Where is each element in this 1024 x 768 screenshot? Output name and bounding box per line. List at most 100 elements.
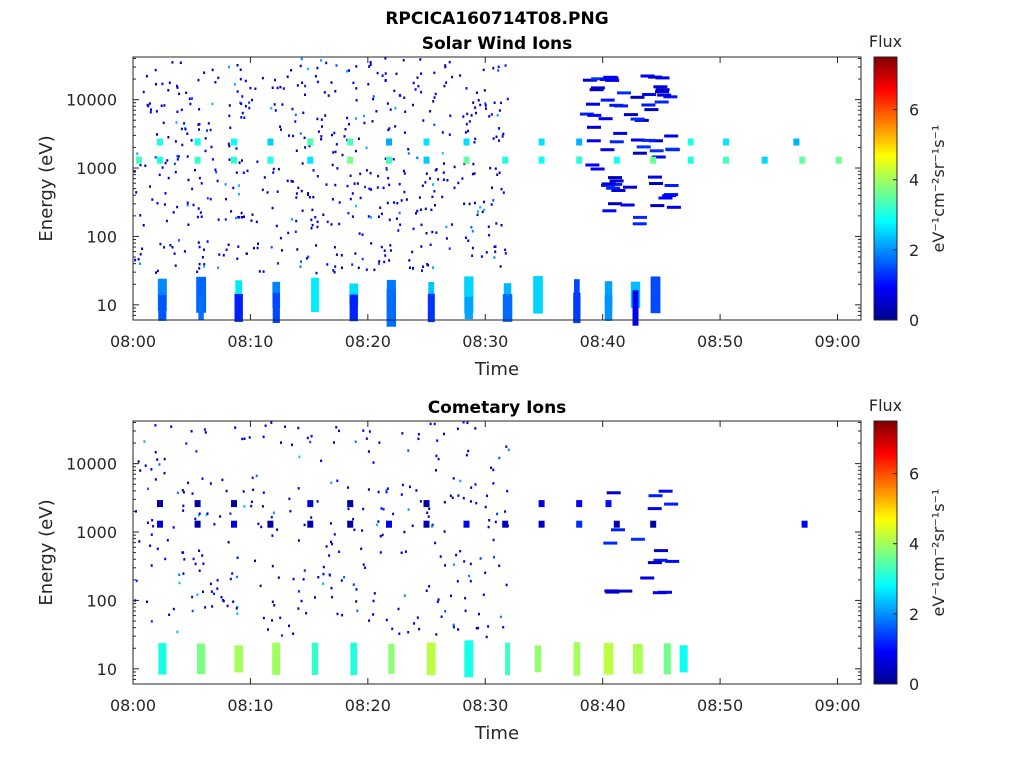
heatmap-cell [487, 525, 490, 529]
heatmap-cell [420, 223, 423, 227]
heatmap-cell [294, 230, 297, 233]
x-tick-label: 09:00 [814, 696, 860, 715]
heatmap-cell [434, 92, 437, 96]
heatmap-cell [198, 123, 201, 126]
heatmap-cell [176, 86, 179, 89]
heatmap-cell [302, 578, 305, 581]
heatmap-cell [273, 604, 276, 607]
heatmap-cell [611, 189, 626, 192]
heatmap-cell [352, 81, 355, 85]
heatmap-cell [182, 572, 185, 575]
heatmap-cell [499, 265, 502, 268]
heatmap-cell [230, 210, 233, 213]
heatmap-cell [505, 583, 508, 587]
heatmap-cell [469, 579, 472, 583]
heatmap-cell [480, 255, 483, 258]
heatmap-cell [191, 187, 194, 191]
heatmap-cell [340, 254, 343, 257]
heatmap-cell [173, 252, 176, 255]
heatmap-cell [196, 593, 199, 596]
heatmap-cell [146, 600, 148, 603]
heatmap-cell [459, 74, 462, 77]
heatmap-cell [298, 455, 301, 459]
heatmap-cell [238, 192, 240, 196]
heatmap-cell [186, 203, 189, 207]
heatmap-cell [204, 431, 207, 434]
heatmap-cell [196, 215, 199, 219]
heatmap-cell [351, 215, 354, 218]
heatmap-cell [644, 108, 659, 112]
heatmap-cell [658, 489, 673, 493]
heatmap-cell [356, 182, 359, 185]
heatmap-cell [464, 131, 467, 134]
heatmap-cell [407, 152, 410, 155]
heatmap-cell [300, 599, 303, 603]
heatmap-cell [468, 120, 471, 123]
heatmap-cell [312, 169, 315, 172]
heatmap-cell [376, 71, 379, 75]
heatmap-cell [435, 168, 438, 171]
heatmap-cell [310, 434, 313, 438]
heatmap-cell [429, 177, 431, 180]
heatmap-cell [441, 152, 444, 155]
heatmap-cell [150, 468, 153, 471]
heatmap-cell [196, 270, 199, 274]
heatmap-cell [197, 514, 200, 517]
heatmap-cell [260, 525, 263, 529]
heatmap-cell [331, 542, 334, 546]
plot-frame [132, 420, 862, 685]
heatmap-cell [435, 633, 438, 636]
heatmap-cell [287, 231, 290, 235]
heatmap-cell [576, 156, 583, 164]
heatmap-cell [333, 131, 336, 135]
heatmap-cell [310, 516, 313, 519]
heatmap-cell [155, 83, 157, 86]
heatmap-cell [377, 262, 380, 265]
heatmap-cell [426, 511, 429, 514]
heatmap-cell [229, 512, 232, 515]
heatmap-cell [320, 138, 323, 141]
heatmap-cell [191, 595, 194, 599]
heatmap-cell [370, 188, 373, 191]
heatmap-cell [498, 171, 501, 174]
heatmap-cell [191, 609, 194, 613]
heatmap-cell [279, 125, 282, 128]
heatmap-cell [658, 196, 673, 200]
heatmap-cell [192, 203, 195, 207]
heatmap-cell [492, 67, 495, 70]
heatmap-cell [267, 156, 274, 164]
heatmap-cell [387, 128, 390, 132]
heatmap-cell [240, 116, 243, 119]
heatmap-cell [653, 85, 668, 89]
heatmap-cell [326, 220, 329, 224]
colorbar-tick-label: 4 [909, 171, 919, 190]
heatmap-cell [307, 156, 314, 164]
heatmap-cell [355, 65, 358, 68]
heatmap-cells [134, 421, 808, 678]
heatmap-cell [464, 609, 467, 613]
heatmap-cell [485, 635, 488, 639]
heatmap-cell [632, 151, 647, 155]
heatmap-cell [203, 248, 205, 251]
heatmap-cell [204, 137, 207, 140]
heatmap-cell [300, 260, 302, 263]
y-axis-label: Energy (eV) [36, 135, 57, 241]
heatmap-cell [262, 270, 265, 273]
heatmap-cell [307, 255, 310, 259]
heatmap-cell [662, 194, 677, 198]
heatmap-cell [231, 572, 234, 575]
heatmap-cell [307, 192, 309, 195]
heatmap-cell [492, 482, 495, 485]
heatmap-cell [488, 519, 491, 522]
heatmap-cell [368, 65, 371, 68]
heatmap-cell [297, 539, 300, 542]
heatmap-cell [352, 517, 355, 521]
heatmap-cell [538, 156, 545, 164]
heatmap-cell [261, 76, 264, 80]
heatmap-cell [475, 627, 478, 630]
heatmap-cell [184, 127, 187, 131]
heatmap-cell [459, 479, 462, 483]
heatmap-cell [495, 222, 498, 225]
heatmap-cell [187, 223, 190, 226]
heatmap-cell [633, 215, 647, 219]
